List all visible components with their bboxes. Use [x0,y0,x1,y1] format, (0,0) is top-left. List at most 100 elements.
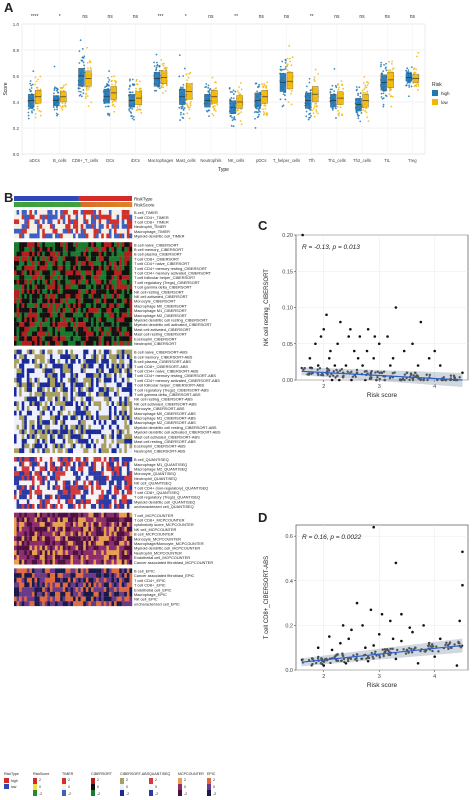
heatmap-cell [44,536,48,541]
heatmap-cell [96,289,99,294]
jitter-point-high [208,91,211,94]
heatmap-cell [70,471,74,476]
heatmap-cell [26,448,30,454]
jitter-point-high [335,86,338,89]
heatmap-cell [121,406,125,411]
heatmap-cell [126,377,130,383]
heatmap-cell [98,531,102,537]
heatmap-cell [121,545,125,551]
heatmap-cell [129,494,133,500]
heatmap-cell [44,457,48,462]
heatmap-cell [98,308,102,313]
heatmap-cell [19,326,22,332]
heatmap-cell [106,265,110,271]
annotation-riskscore-cell [39,202,43,207]
heatmap-cell [14,424,17,430]
jitter-point-high [205,85,208,88]
heatmap-cell [78,317,81,323]
annotation-riskscore-cell [26,202,30,207]
jitter-point-high [281,60,284,63]
heatmap-cell [73,415,76,421]
heatmap-cell [85,340,89,346]
heatmap-cell [73,359,76,364]
heatmap-cell [39,246,43,252]
heatmap-cell [60,415,63,421]
heatmap-cell [116,289,120,294]
heatmap-cell [85,219,89,225]
heatmap-cell [37,270,40,276]
heatmap-cell [67,363,71,369]
heatmap-cell [101,475,104,481]
heatmap-cell [75,261,79,266]
heatmap-cell [14,522,17,527]
heatmap-cell [96,233,99,239]
jitter-point-low [138,87,141,90]
heatmap-cell [29,559,33,565]
heatmap-cell [116,363,120,369]
heatmap-cell [88,410,92,416]
heatmap-cell [106,368,110,374]
heatmap-cell [67,485,71,490]
heatmap-cell [121,340,125,346]
heatmap-cell [62,308,66,313]
heatmap-cell [37,228,40,234]
heatmap-cell [16,448,20,454]
heatmap-cell [24,568,28,574]
heatmap-cell [24,251,28,257]
heatmap-cell [37,312,40,318]
heatmap-cell [65,246,69,252]
heatmap-cell [106,261,110,266]
heatmap-cell [129,336,133,341]
heatmap-cell [19,377,22,383]
heatmap-cell [75,326,79,332]
jitter-point-high [56,108,58,111]
heatmap-cell [19,526,22,532]
heatmap-cell [65,401,69,407]
heatmap-cell [116,373,120,378]
annotation-riskscore-cell [85,202,89,207]
jitter-point-low [391,60,394,63]
heatmap-cell [106,363,110,369]
heatmap-cell [34,475,38,481]
heatmap-cell [85,363,89,369]
heatmap-cell [119,526,122,532]
heatmap-cell [101,489,104,495]
jitter-point-high [309,89,312,92]
heatmap-cell [62,214,66,220]
heatmap-cell [24,410,28,416]
heatmap-cell [73,303,76,309]
heatmap-cell [126,261,130,266]
heatmap-cell [73,298,76,304]
heatmap-row-label: Macrophage M0_CIBERSORT-ABS [134,411,196,416]
heatmap-cell [14,265,17,271]
heatmap-cell [49,312,53,318]
heatmap-cell [93,308,97,313]
heatmap-cell [114,298,117,304]
jitter-point-high [408,81,411,84]
heatmap-cell [31,349,35,355]
heatmap-cell [103,312,107,318]
heatmap-cell [124,289,128,294]
annotation-riskscore-cell [126,202,130,207]
jitter-point-high [208,89,211,92]
heatmap-cell [44,317,48,323]
heatmap-cell [96,387,99,392]
heatmap-cell [47,359,51,364]
heatmap-cell [62,391,66,397]
heatmap-cell [29,550,33,556]
heatmap-cell [103,555,107,560]
heatmap-cell [73,377,76,383]
heatmap-cell [26,275,30,280]
heatmap-cell [62,540,66,546]
heatmap-cell [78,256,81,262]
heatmap-cell [21,270,25,276]
heatmap-cell [67,284,71,290]
heatmap-cell [21,382,25,388]
heatmap-cell [65,214,69,220]
heatmap-cell [119,443,122,449]
heatmap-cell [80,415,84,421]
heatmap-cell [31,289,35,294]
heatmap-cell [26,410,30,416]
jitter-point-high [410,85,413,88]
heatmap-cell [19,480,22,486]
